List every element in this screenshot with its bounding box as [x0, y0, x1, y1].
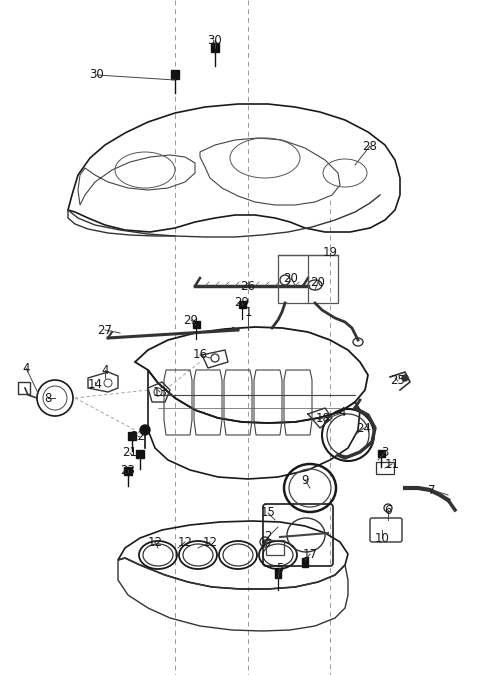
- Text: 24: 24: [357, 421, 372, 435]
- Text: 30: 30: [90, 68, 104, 82]
- Text: 26: 26: [240, 279, 255, 292]
- Text: 17: 17: [302, 547, 317, 560]
- Bar: [124, 467, 132, 475]
- Text: 4: 4: [101, 364, 109, 377]
- Text: 9: 9: [301, 473, 309, 487]
- Bar: [239, 301, 246, 308]
- Text: 3: 3: [381, 446, 389, 458]
- Text: 4: 4: [22, 362, 30, 375]
- Bar: [136, 450, 144, 458]
- Circle shape: [263, 540, 267, 544]
- Bar: [278, 255, 338, 303]
- Bar: [266, 540, 284, 555]
- Text: 20: 20: [284, 271, 299, 284]
- Text: 7: 7: [428, 483, 436, 497]
- Bar: [211, 43, 219, 52]
- Text: 10: 10: [374, 531, 389, 545]
- Text: 5: 5: [276, 562, 284, 574]
- Text: 15: 15: [261, 506, 276, 520]
- Text: 12: 12: [147, 535, 163, 549]
- Bar: [128, 432, 136, 440]
- Text: 12: 12: [203, 535, 217, 549]
- Bar: [302, 558, 308, 567]
- Text: 16: 16: [192, 348, 207, 362]
- Text: 11: 11: [384, 458, 399, 470]
- Bar: [171, 70, 179, 79]
- Text: 29: 29: [183, 313, 199, 327]
- Text: 12: 12: [178, 535, 192, 549]
- Bar: [275, 568, 281, 578]
- Text: 28: 28: [362, 140, 377, 153]
- Text: 1: 1: [244, 306, 252, 319]
- Text: 25: 25: [391, 375, 406, 387]
- Text: 23: 23: [120, 464, 135, 477]
- Text: 19: 19: [323, 246, 337, 259]
- Text: 13: 13: [153, 385, 168, 398]
- Circle shape: [140, 425, 150, 435]
- Bar: [193, 321, 200, 328]
- Bar: [378, 450, 385, 457]
- Text: 22: 22: [131, 429, 145, 443]
- Text: 2: 2: [264, 531, 272, 543]
- Text: 6: 6: [384, 504, 392, 516]
- Text: 29: 29: [235, 296, 250, 308]
- Text: 27: 27: [97, 323, 112, 337]
- Text: 8: 8: [44, 392, 52, 404]
- Bar: [376, 462, 394, 474]
- Bar: [18, 382, 30, 394]
- Text: 21: 21: [122, 446, 137, 460]
- Text: 14: 14: [87, 377, 103, 391]
- Circle shape: [402, 375, 408, 381]
- Text: 4: 4: [338, 406, 346, 419]
- Text: 20: 20: [311, 275, 325, 288]
- Text: 18: 18: [315, 412, 330, 425]
- Text: 30: 30: [208, 34, 222, 47]
